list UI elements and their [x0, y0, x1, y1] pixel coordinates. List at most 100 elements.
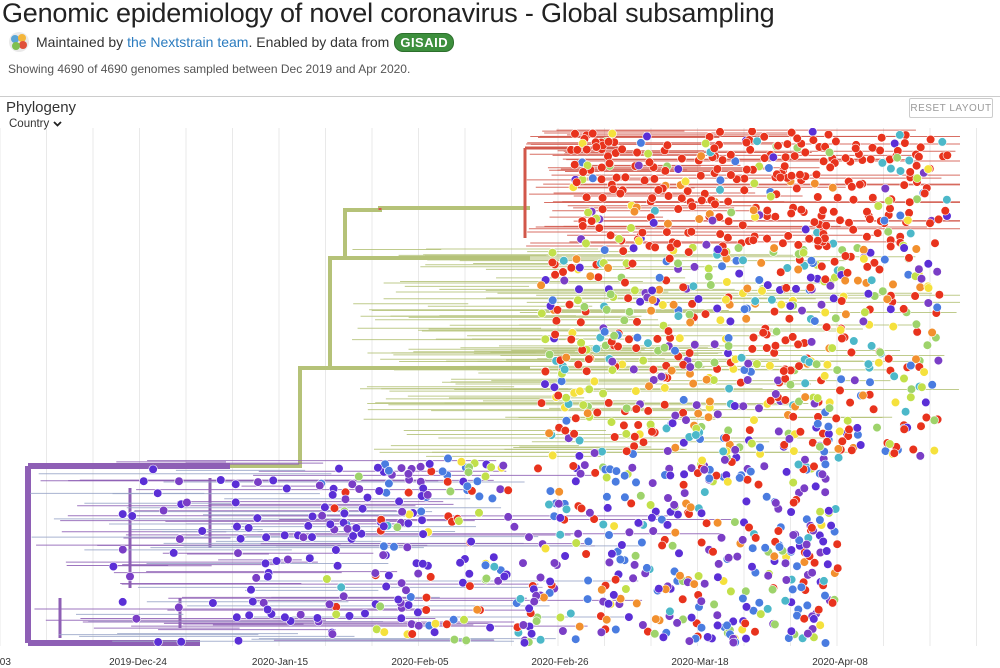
- tip-node[interactable]: [847, 445, 857, 455]
- tip-node[interactable]: [789, 498, 799, 508]
- tip-node[interactable]: [796, 582, 807, 592]
- tip-node[interactable]: [638, 437, 649, 447]
- tip-node[interactable]: [663, 219, 673, 229]
- tip-node[interactable]: [767, 295, 777, 305]
- tip-node[interactable]: [609, 590, 619, 600]
- tip-node[interactable]: [582, 160, 593, 171]
- tip-node[interactable]: [603, 503, 613, 513]
- tip-node[interactable]: [916, 142, 926, 152]
- tip-node[interactable]: [889, 448, 899, 458]
- tip-node[interactable]: [236, 534, 246, 544]
- tip-node[interactable]: [404, 600, 414, 610]
- tip-node[interactable]: [392, 522, 402, 532]
- tip-node[interactable]: [547, 248, 558, 258]
- tip-node[interactable]: [443, 477, 453, 487]
- tip-node[interactable]: [850, 375, 860, 385]
- tip-node[interactable]: [627, 259, 638, 269]
- tip-node[interactable]: [518, 620, 529, 630]
- tip-node[interactable]: [848, 195, 859, 205]
- tip-node[interactable]: [756, 258, 766, 268]
- tip-node[interactable]: [804, 234, 814, 244]
- tip-node[interactable]: [466, 537, 476, 547]
- tip-node[interactable]: [684, 636, 695, 646]
- tip-node[interactable]: [704, 271, 714, 282]
- tip-node[interactable]: [738, 220, 748, 230]
- tip-node[interactable]: [566, 608, 576, 619]
- tip-node[interactable]: [915, 451, 925, 461]
- tip-node[interactable]: [540, 543, 551, 554]
- tip-node[interactable]: [602, 305, 612, 315]
- tip-node[interactable]: [756, 609, 766, 619]
- tip-node[interactable]: [566, 263, 577, 273]
- tip-node[interactable]: [282, 483, 292, 494]
- tip-node[interactable]: [351, 523, 361, 533]
- tip-node[interactable]: [312, 613, 323, 623]
- tip-node[interactable]: [598, 388, 608, 399]
- tip-node[interactable]: [750, 296, 760, 306]
- tip-node[interactable]: [799, 483, 809, 493]
- tip-node[interactable]: [680, 176, 691, 187]
- tip-node[interactable]: [882, 294, 892, 304]
- tip-node[interactable]: [573, 359, 583, 370]
- tip-node[interactable]: [597, 447, 607, 457]
- tip-node[interactable]: [860, 307, 870, 317]
- tip-node[interactable]: [773, 141, 783, 151]
- tip-node[interactable]: [552, 305, 563, 315]
- tip-node[interactable]: [701, 375, 712, 385]
- tip-node[interactable]: [404, 488, 414, 498]
- tip-node[interactable]: [579, 302, 590, 312]
- tip-node[interactable]: [739, 304, 750, 314]
- tip-node[interactable]: [751, 533, 761, 543]
- tip-node[interactable]: [749, 178, 759, 189]
- tip-node[interactable]: [904, 253, 914, 263]
- tip-node[interactable]: [863, 359, 874, 369]
- tip-node[interactable]: [624, 527, 635, 537]
- tip-node[interactable]: [771, 389, 781, 399]
- tip-node[interactable]: [531, 616, 542, 626]
- tip-node[interactable]: [869, 258, 880, 268]
- tip-node[interactable]: [547, 257, 558, 268]
- tip-node[interactable]: [280, 530, 290, 540]
- tip-node[interactable]: [807, 523, 817, 533]
- tip-node[interactable]: [694, 214, 704, 224]
- tip-node[interactable]: [708, 547, 718, 557]
- tip-node[interactable]: [674, 548, 684, 558]
- tip-node[interactable]: [815, 442, 825, 452]
- tip-node[interactable]: [648, 478, 658, 488]
- tip-node[interactable]: [253, 477, 263, 487]
- tip-node[interactable]: [743, 359, 753, 369]
- tip-node[interactable]: [571, 538, 581, 548]
- tip-node[interactable]: [455, 558, 465, 568]
- tip-node[interactable]: [899, 373, 909, 384]
- tip-node[interactable]: [139, 476, 149, 486]
- tip-node[interactable]: [585, 508, 595, 518]
- tip-node[interactable]: [921, 397, 931, 408]
- tip-node[interactable]: [604, 530, 614, 540]
- tip-node[interactable]: [851, 143, 861, 153]
- tip-node[interactable]: [632, 598, 642, 609]
- tip-node[interactable]: [749, 205, 759, 215]
- tip-node[interactable]: [544, 350, 555, 360]
- tip-node[interactable]: [358, 504, 368, 514]
- tip-node[interactable]: [535, 635, 546, 645]
- tip-node[interactable]: [653, 185, 664, 195]
- tip-node[interactable]: [614, 234, 624, 244]
- tip-node[interactable]: [687, 201, 697, 211]
- tip-node[interactable]: [403, 518, 413, 529]
- tip-node[interactable]: [396, 613, 406, 623]
- tree-tips[interactable]: [108, 128, 952, 648]
- tip-node[interactable]: [786, 507, 796, 517]
- tip-node[interactable]: [619, 315, 629, 325]
- tip-node[interactable]: [668, 300, 679, 310]
- tip-node[interactable]: [602, 472, 612, 483]
- tip-node[interactable]: [693, 360, 704, 370]
- tip-node[interactable]: [906, 392, 916, 402]
- tip-node[interactable]: [829, 207, 839, 217]
- tip-node[interactable]: [472, 476, 483, 486]
- tip-node[interactable]: [730, 401, 740, 411]
- tip-node[interactable]: [571, 254, 582, 264]
- tip-node[interactable]: [700, 487, 710, 497]
- tip-node[interactable]: [549, 382, 560, 392]
- tip-node[interactable]: [519, 638, 530, 648]
- tip-node[interactable]: [647, 295, 658, 305]
